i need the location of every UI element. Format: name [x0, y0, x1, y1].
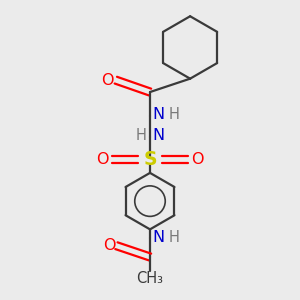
Text: O: O	[96, 152, 109, 167]
Text: N: N	[152, 230, 164, 244]
Text: O: O	[103, 238, 115, 253]
Text: O: O	[191, 152, 204, 167]
Text: S: S	[143, 150, 157, 169]
Text: H: H	[136, 128, 146, 143]
Text: CH₃: CH₃	[136, 271, 164, 286]
Text: O: O	[101, 73, 114, 88]
Text: H: H	[169, 107, 180, 122]
Text: N: N	[152, 107, 164, 122]
Text: N: N	[152, 128, 164, 143]
Text: H: H	[168, 230, 179, 244]
